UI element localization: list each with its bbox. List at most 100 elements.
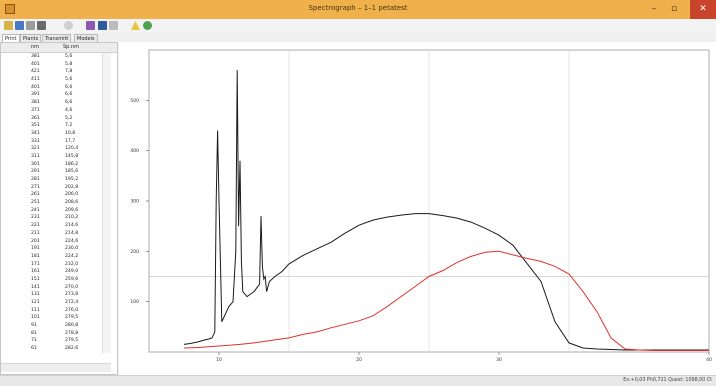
cell-nm: 121	[31, 300, 40, 305]
table-row[interactable]: 191 230,0	[1, 245, 89, 253]
table-row[interactable]: 291 185,6	[1, 168, 89, 176]
tab-plants[interactable]: Plants	[20, 34, 42, 43]
pen-icon[interactable]	[109, 21, 118, 30]
cell-value: 259,6	[65, 276, 79, 282]
table-row[interactable]: 81 278,8	[1, 330, 89, 338]
refresh-icon[interactable]	[64, 21, 73, 30]
table-row[interactable]: 361 5,2	[1, 115, 89, 123]
cell-nm: 111	[31, 307, 40, 313]
paste-icon[interactable]	[37, 21, 46, 30]
spectrum-chart: 100 200 300 400 500 10 20 30 40	[130, 49, 712, 363]
table-row[interactable]: 161 249,0	[1, 268, 89, 276]
table-row[interactable]: 401 5,8	[1, 61, 89, 69]
table-row[interactable]: 411 5,6	[1, 76, 89, 84]
table-row[interactable]: 391 6,6	[1, 91, 89, 99]
cell-value: 7,2	[65, 123, 73, 129]
plot-panel: 100 200 300 400 500 10 20 30 40	[119, 42, 716, 375]
vertical-scrollbar[interactable]	[102, 53, 111, 353]
table-header: nm Sp.nm	[1, 43, 117, 53]
copy-icon[interactable]	[26, 21, 35, 30]
cell-nm: 221	[31, 223, 40, 229]
cell-value: 145,8	[65, 153, 79, 159]
column-header-nm[interactable]: nm	[31, 44, 40, 50]
table-row[interactable]: 371 4,6	[1, 107, 89, 115]
open-icon[interactable]	[4, 21, 13, 30]
cell-value: 230,0	[65, 246, 79, 252]
cell-value: 120,4	[65, 146, 79, 152]
table-row[interactable]: 311 145,8	[1, 153, 89, 161]
tab-print[interactable]: Print	[2, 34, 20, 43]
table-row[interactable]: 101 279,5	[1, 314, 89, 322]
table-row[interactable]: 251 208,6	[1, 199, 89, 207]
status-bar: Ex:+0,03 Ph0,721 Quest: 1098,00 Ct	[0, 375, 716, 386]
table-row[interactable]: 141 270,0	[1, 284, 89, 292]
table-row[interactable]: 421 7,8	[1, 68, 89, 76]
table-row[interactable]: 381 5,6	[1, 53, 89, 61]
grid-icon[interactable]	[98, 21, 107, 30]
cell-value: 6,6	[65, 84, 73, 90]
maximize-button[interactable]: ▫	[670, 4, 678, 14]
table-row[interactable]: 301 186,2	[1, 161, 89, 169]
warning-icon[interactable]	[131, 21, 140, 30]
table-row[interactable]: 401 6,6	[1, 84, 89, 92]
cell-nm: 411	[31, 77, 40, 83]
cell-nm: 301	[31, 161, 40, 167]
table-row[interactable]: 151 259,6	[1, 276, 89, 284]
table-row[interactable]: 331 17,7	[1, 138, 89, 146]
tab-models[interactable]: Models	[74, 34, 98, 43]
table-row[interactable]: 71 279,5	[1, 337, 89, 345]
cell-nm: 61	[31, 346, 37, 352]
cell-nm: 401	[31, 84, 40, 90]
cell-value: 195,2	[65, 177, 79, 182]
table-row[interactable]: 211 214,8	[1, 230, 89, 238]
tab-strip: Print Plants Transmitt Models	[0, 33, 716, 43]
table-row[interactable]: 61 282,6	[1, 345, 89, 353]
cell-value: 276,0	[65, 307, 79, 313]
table-row[interactable]: 231 210,2	[1, 214, 89, 222]
cell-nm: 341	[31, 130, 40, 136]
eye-icon[interactable]	[143, 21, 152, 30]
table-row[interactable]: 281 195,2	[1, 176, 89, 184]
cell-nm: 151	[31, 276, 40, 282]
table-row[interactable]: 111 276,0	[1, 307, 89, 315]
cell-value: 6,6	[65, 92, 73, 98]
spectrum-line-black	[183, 70, 709, 351]
cell-nm: 71	[31, 338, 37, 344]
table-row[interactable]: 91 280,8	[1, 322, 89, 330]
table-row[interactable]: 241 209,6	[1, 207, 89, 215]
cell-nm: 421	[31, 69, 40, 75]
cell-value: 4,6	[65, 107, 73, 113]
close-button[interactable]: ✕	[690, 0, 716, 19]
y-tick-label: 100	[130, 299, 139, 305]
table-row[interactable]: 351 7,2	[1, 122, 89, 130]
table-row[interactable]: 271 202,8	[1, 184, 89, 192]
cell-nm: 311	[31, 153, 40, 159]
cell-nm: 241	[31, 207, 40, 213]
table-row[interactable]: 221 214,6	[1, 222, 89, 230]
cell-nm: 291	[31, 169, 40, 175]
table-row[interactable]: 341 10,8	[1, 130, 89, 138]
cell-value: 206,0	[65, 192, 79, 198]
cell-nm: 91	[31, 323, 37, 329]
cell-value: 17,7	[65, 138, 76, 144]
tab-transmitt[interactable]: Transmitt	[42, 34, 72, 43]
table-row[interactable]: 381 6,6	[1, 99, 89, 107]
table-row[interactable]: 261 206,0	[1, 191, 89, 199]
cell-nm: 391	[31, 92, 40, 98]
table-row[interactable]: 321 120,4	[1, 145, 89, 153]
table-row[interactable]: 201 224,6	[1, 238, 89, 246]
horizontal-scrollbar[interactable]	[1, 363, 111, 372]
table-row[interactable]: 121 272,4	[1, 299, 89, 307]
minimize-button[interactable]: –	[651, 4, 657, 14]
cell-value: 224,2	[65, 253, 79, 259]
save-icon[interactable]	[15, 21, 24, 30]
column-header-value[interactable]: Sp.nm	[63, 44, 79, 50]
table-row[interactable]: 171 232,0	[1, 261, 89, 269]
cell-nm: 231	[31, 215, 40, 221]
cell-nm: 331	[31, 138, 40, 144]
spectrum-line-red	[183, 250, 709, 351]
cell-nm: 271	[31, 184, 40, 190]
table-row[interactable]: 131 273,8	[1, 291, 89, 299]
table-icon[interactable]	[86, 21, 95, 30]
table-row[interactable]: 181 224,2	[1, 253, 89, 261]
